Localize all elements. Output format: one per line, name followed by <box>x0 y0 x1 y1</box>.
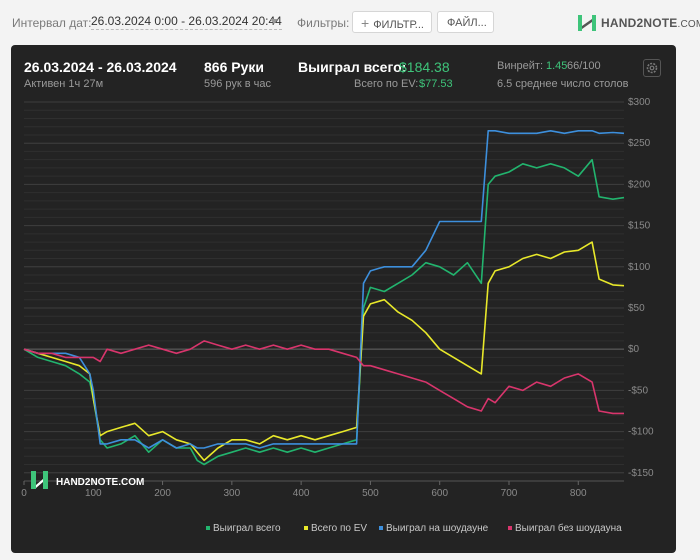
y-tick-label: $250 <box>628 138 651 149</box>
legend-swatch <box>508 526 512 530</box>
series-line-1 <box>23 241 625 462</box>
legend-item[interactable]: Всего по EV <box>311 523 367 534</box>
avg-tables: 6.5 среднее число столов <box>497 78 629 90</box>
legend-swatch <box>206 526 210 530</box>
hand2note-logo-icon <box>578 15 596 31</box>
logo-text: HAND2NOTE.COM <box>601 16 700 30</box>
legend-item[interactable]: Выиграл без шоудауна <box>515 522 622 534</box>
active-time: Активен 1ч 27м <box>24 78 104 90</box>
chevron-down-icon[interactable] <box>270 19 278 24</box>
series-line-3 <box>23 340 624 415</box>
x-tick-label: 700 <box>501 488 518 499</box>
toolbar: Интервал дат: 26.03.2024 0:00 - 26.03.20… <box>0 0 700 44</box>
x-tick-label: 200 <box>154 488 171 499</box>
y-tick-label: $300 <box>628 97 651 108</box>
y-tick-label: -$100 <box>628 427 654 438</box>
graph-panel: 26.03.2024 - 26.03.2024 Активен 1ч 27м 8… <box>11 45 676 553</box>
won-total-label: Выиграл всего: <box>298 59 407 75</box>
interval-label: Интервал дат: <box>12 16 92 30</box>
file-button[interactable]: ФАЙЛ... <box>437 11 494 33</box>
legend-swatch <box>379 526 383 530</box>
won-total-value: $184.38 <box>399 59 450 75</box>
y-tick-label: -$50 <box>628 385 648 396</box>
settings-button[interactable] <box>643 59 661 77</box>
y-tick-label: $150 <box>628 221 651 232</box>
x-tick-label: 400 <box>293 488 310 499</box>
ev-total-value: $77.53 <box>419 78 453 90</box>
filter-button-label: ФИЛЬТР... <box>373 19 424 31</box>
file-button-label: ФАЙЛ... <box>447 17 487 29</box>
winrate-label: Винрейт: <box>497 60 544 72</box>
plus-icon: + <box>361 15 370 31</box>
chart-series <box>23 130 625 466</box>
legend-item[interactable]: Выиграл всего <box>213 523 281 534</box>
y-tick-label: $0 <box>628 344 640 355</box>
hand2note-watermark: HAND2NOTE.COM <box>31 471 144 489</box>
bankroll-chart[interactable]: $300$250$200$150$100$50$0-$50-$100-$150 … <box>11 45 676 553</box>
chart-grid <box>24 101 624 482</box>
filters-label: Фильтры: <box>297 16 350 30</box>
x-tick-label: 0 <box>21 488 27 499</box>
y-tick-label: $100 <box>628 262 651 273</box>
date-interval-select[interactable]: 26.03.2024 0:00 - 26.03.2024 20:44 <box>91 14 282 30</box>
watermark-text: HAND2NOTE.COM <box>56 477 144 488</box>
y-tick-label: $50 <box>628 303 645 314</box>
x-tick-label: 500 <box>362 488 379 499</box>
winrate-value: 1.45 <box>546 60 568 72</box>
x-tick-label: 100 <box>85 488 102 499</box>
legend-item[interactable]: Выиграл на шоудауне <box>386 523 489 534</box>
x-tick-label: 300 <box>224 488 241 499</box>
hands-count: 866 Руки <box>204 59 264 75</box>
hands-per-hour: 596 рук в час <box>204 78 272 90</box>
x-tick-label: 600 <box>431 488 448 499</box>
filter-button[interactable]: + ФИЛЬТР... <box>352 11 432 33</box>
series-line-2 <box>23 130 625 449</box>
chart-legend: Выиграл всего Всего по EV Выиграл на шоуда… <box>206 522 622 534</box>
ev-total-label: Всего по EV: <box>354 78 419 90</box>
y-axis-ticks: $300 $250 $200 $150 $100 $50 $0 -$50 -$100 -$150 <box>628 97 654 479</box>
gear-icon <box>646 62 658 74</box>
watermark-logo-icon <box>31 471 36 489</box>
legend-swatch <box>304 526 308 530</box>
date-range: 26.03.2024 - 26.03.2024 <box>24 59 177 75</box>
y-tick-label: -$150 <box>628 468 654 479</box>
x-tick-label: 800 <box>570 488 587 499</box>
series-line-0 <box>23 158 625 466</box>
winrate-unit: 66/100 <box>567 60 601 72</box>
x-axis-ticks: 0 100 200 300 400 500 600 700 800 <box>21 480 624 499</box>
y-tick-label: $200 <box>628 179 651 190</box>
